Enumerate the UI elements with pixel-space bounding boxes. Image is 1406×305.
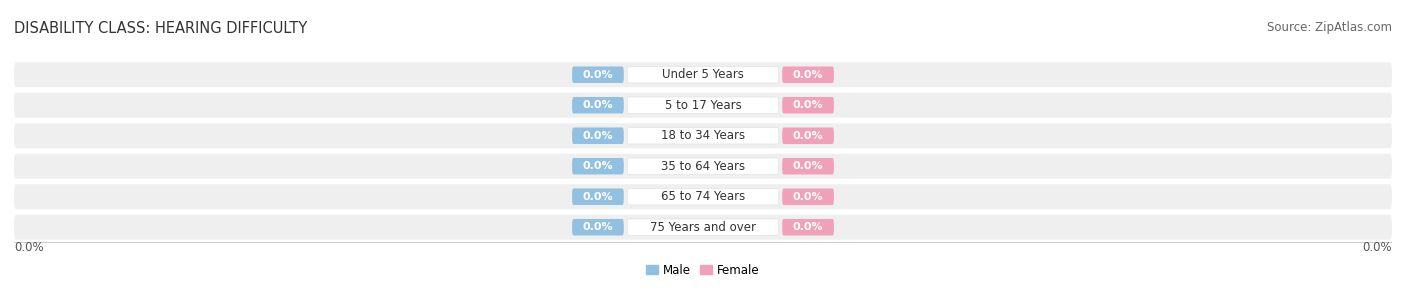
Text: 0.0%: 0.0%: [582, 192, 613, 202]
FancyBboxPatch shape: [627, 188, 779, 205]
FancyBboxPatch shape: [782, 66, 834, 83]
Text: Under 5 Years: Under 5 Years: [662, 68, 744, 81]
FancyBboxPatch shape: [572, 127, 624, 144]
FancyBboxPatch shape: [14, 154, 1392, 179]
FancyBboxPatch shape: [572, 97, 624, 113]
Text: 65 to 74 Years: 65 to 74 Years: [661, 190, 745, 203]
Text: 35 to 64 Years: 35 to 64 Years: [661, 160, 745, 173]
FancyBboxPatch shape: [782, 219, 834, 235]
FancyBboxPatch shape: [782, 97, 834, 113]
Text: 0.0%: 0.0%: [793, 161, 824, 171]
Text: 0.0%: 0.0%: [582, 161, 613, 171]
Text: 0.0%: 0.0%: [582, 222, 613, 232]
Text: 18 to 34 Years: 18 to 34 Years: [661, 129, 745, 142]
Legend: Male, Female: Male, Female: [641, 259, 765, 281]
FancyBboxPatch shape: [627, 97, 779, 113]
FancyBboxPatch shape: [782, 188, 834, 205]
Text: 0.0%: 0.0%: [14, 241, 44, 253]
Text: 0.0%: 0.0%: [793, 131, 824, 141]
FancyBboxPatch shape: [627, 66, 779, 83]
FancyBboxPatch shape: [14, 123, 1392, 148]
Text: 0.0%: 0.0%: [793, 222, 824, 232]
Text: 0.0%: 0.0%: [582, 131, 613, 141]
Text: 0.0%: 0.0%: [1362, 241, 1392, 253]
FancyBboxPatch shape: [14, 215, 1392, 240]
Text: 0.0%: 0.0%: [582, 70, 613, 80]
Text: 0.0%: 0.0%: [793, 70, 824, 80]
FancyBboxPatch shape: [572, 158, 624, 174]
FancyBboxPatch shape: [627, 127, 779, 144]
Text: 0.0%: 0.0%: [793, 100, 824, 110]
FancyBboxPatch shape: [572, 66, 624, 83]
FancyBboxPatch shape: [572, 188, 624, 205]
FancyBboxPatch shape: [14, 93, 1392, 118]
Text: 0.0%: 0.0%: [582, 100, 613, 110]
FancyBboxPatch shape: [14, 62, 1392, 87]
Text: Source: ZipAtlas.com: Source: ZipAtlas.com: [1267, 21, 1392, 34]
FancyBboxPatch shape: [14, 184, 1392, 209]
FancyBboxPatch shape: [782, 158, 834, 174]
FancyBboxPatch shape: [627, 158, 779, 174]
Text: 75 Years and over: 75 Years and over: [650, 221, 756, 234]
Text: 0.0%: 0.0%: [793, 192, 824, 202]
Text: DISABILITY CLASS: HEARING DIFFICULTY: DISABILITY CLASS: HEARING DIFFICULTY: [14, 21, 308, 36]
FancyBboxPatch shape: [572, 219, 624, 235]
FancyBboxPatch shape: [627, 219, 779, 235]
Text: 5 to 17 Years: 5 to 17 Years: [665, 99, 741, 112]
FancyBboxPatch shape: [782, 127, 834, 144]
